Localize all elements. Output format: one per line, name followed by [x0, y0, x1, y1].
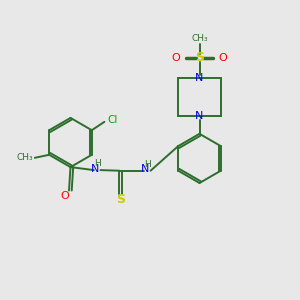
Text: CH₃: CH₃: [17, 153, 34, 162]
Text: N: N: [195, 73, 204, 83]
Text: S: S: [116, 193, 125, 206]
Text: O: O: [218, 53, 227, 63]
Text: S: S: [195, 51, 204, 64]
Text: O: O: [60, 191, 69, 201]
Text: H: H: [145, 160, 151, 169]
Text: Cl: Cl: [108, 115, 118, 125]
Text: O: O: [172, 53, 181, 63]
Text: N: N: [195, 111, 204, 121]
Text: N: N: [91, 164, 100, 174]
Text: H: H: [94, 159, 101, 168]
Text: CH₃: CH₃: [191, 34, 208, 43]
Text: N: N: [141, 164, 150, 174]
